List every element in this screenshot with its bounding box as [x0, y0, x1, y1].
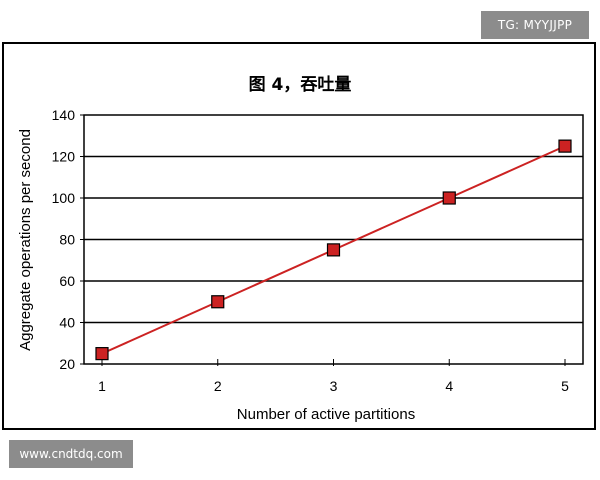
series-group [95, 139, 572, 361]
chart-title: 图 4，吞吐量 [249, 74, 352, 95]
y-tick-label: 100 [52, 190, 76, 206]
y-tick-label: 120 [52, 149, 76, 165]
x-axis-ticks: 1 2 3 4 5 [98, 359, 569, 394]
y-tick-label: 60 [59, 273, 75, 289]
y-tick-label: 20 [59, 356, 75, 372]
x-axis-label: Number of active partitions [237, 406, 415, 423]
x-tick-label: 1 [98, 378, 106, 394]
grid-lines [84, 155, 583, 324]
x-tick-label: 5 [561, 378, 569, 394]
y-tick-label: 40 [59, 315, 75, 331]
y-tick-label: 80 [59, 232, 75, 248]
y-axis-ticks: 20 40 60 80 100 120 140 [52, 107, 84, 372]
chart-frame [2, 42, 596, 430]
watermark-top-right: TG: MYYJJPP [481, 11, 589, 39]
y-tick-label: 140 [52, 107, 76, 123]
data-point [442, 191, 456, 205]
data-point [558, 139, 572, 153]
data-point [211, 295, 225, 309]
data-point [95, 347, 109, 361]
x-tick-label: 3 [330, 378, 338, 394]
data-point [326, 243, 341, 257]
y-axis-label: Aggregate operations per second [17, 129, 34, 351]
x-tick-label: 2 [214, 378, 222, 394]
x-tick-label: 4 [445, 378, 453, 394]
watermark-bottom-left: www.cndtdq.com [9, 440, 133, 468]
